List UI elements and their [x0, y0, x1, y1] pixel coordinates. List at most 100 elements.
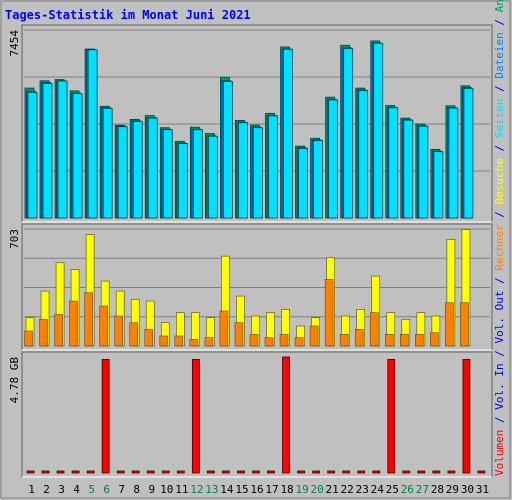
bar-rechner-day-1 — [24, 330, 33, 347]
right-legend: Volumen / Vol. In / Vol. Out / Rechner /… — [493, 0, 506, 476]
x-tick-day-21: 21 — [326, 483, 339, 496]
bar-volumen-day-10 — [161, 470, 170, 474]
legend-item-11: / — [493, 85, 506, 98]
x-tick-day-29: 29 — [446, 483, 459, 496]
bar-volumen-day-11 — [176, 470, 185, 474]
x-tick-day-27: 27 — [416, 483, 429, 496]
x-tick-day-19: 19 — [295, 483, 308, 496]
bar-rechner-day-29 — [445, 302, 454, 347]
panel-bottom-max-label: 4.78 GB — [8, 357, 21, 404]
bar-rechner-day-20 — [309, 325, 319, 347]
x-tick-day-4: 4 — [73, 483, 80, 496]
bar-volumen-day-18 — [282, 356, 290, 474]
bar-volumen-day-5 — [86, 470, 95, 474]
x-tick-day-5: 5 — [88, 483, 95, 496]
bar-volumen-day-15 — [237, 470, 245, 474]
bar-volumen-day-3 — [56, 470, 65, 474]
x-tick-day-8: 8 — [133, 483, 140, 496]
legend-item-4: Vol. Out — [493, 291, 506, 351]
bar-seiten-day-25 — [388, 107, 399, 219]
panel-middle-max-label: 703 — [8, 229, 21, 249]
x-tick-day-11: 11 — [175, 483, 188, 496]
x-tick-day-1: 1 — [28, 483, 35, 496]
x-tick-day-28: 28 — [431, 483, 444, 496]
bar-seiten-day-18 — [283, 48, 293, 219]
bar-rechner-day-28 — [430, 332, 439, 347]
x-tick-day-17: 17 — [265, 483, 278, 496]
x-tick-day-12: 12 — [190, 483, 203, 496]
bar-seiten-day-17 — [268, 115, 278, 219]
bar-rechner-day-7 — [114, 315, 123, 347]
x-tick-day-9: 9 — [148, 483, 155, 496]
bar-volumen-day-7 — [116, 470, 125, 474]
bar-volumen-day-14 — [222, 470, 230, 474]
bar-rechner-day-30 — [460, 302, 469, 347]
x-tick-day-2: 2 — [43, 483, 50, 496]
bar-seiten-day-30 — [463, 87, 474, 219]
x-axis-tick-labels: 1 2 3 4 5 6 7 8 9 10 11 12 13 14 15 16 17 18 19 20 21 22 23 24 2… — [28, 483, 489, 496]
bar-volumen-day-16 — [252, 470, 260, 474]
bar-volumen-day-4 — [71, 470, 80, 474]
bar-rechner-day-14 — [219, 310, 229, 347]
legend-text: Volumen / Vol. In / Vol. Out / Rechner /… — [493, 0, 506, 476]
bar-rechner-day-6 — [99, 305, 108, 347]
bar-rechner-day-5 — [84, 292, 93, 347]
bar-volumen-day-28 — [432, 470, 441, 474]
bar-seiten-day-27 — [418, 125, 429, 219]
bar-rechner-day-8 — [129, 322, 139, 347]
bar-seiten-day-15 — [238, 122, 248, 219]
bar-volumen-day-21 — [327, 470, 336, 474]
bar-volumen-day-1 — [26, 470, 35, 474]
bar-seiten-day-13 — [207, 135, 218, 219]
bar-seiten-day-14 — [223, 81, 233, 219]
legend-item-2: Vol. In — [493, 363, 506, 416]
x-tick-day-15: 15 — [235, 483, 248, 496]
bar-volumen-day-23 — [357, 470, 366, 474]
x-tick-day-25: 25 — [386, 483, 399, 496]
x-tick-day-6: 6 — [103, 483, 110, 496]
x-tick-day-10: 10 — [160, 483, 173, 496]
bar-seiten-day-10 — [162, 129, 173, 219]
bar-volumen-day-24 — [372, 470, 381, 474]
bar-rechner-day-21 — [324, 279, 334, 347]
bar-volumen-day-13 — [206, 470, 215, 474]
bar-rechner-day-9 — [144, 329, 154, 347]
legend-item-8: Besuche — [493, 158, 506, 211]
bar-seiten-day-8 — [132, 121, 143, 219]
bars-layer — [24, 40, 486, 474]
legend-item-0: Volumen — [493, 430, 506, 476]
bar-seiten-day-28 — [433, 151, 444, 219]
bar-rechner-day-15 — [234, 322, 244, 347]
y-axis-labels: 7454 703 4.78 GB — [8, 30, 21, 404]
bar-volumen-day-29 — [447, 470, 456, 474]
x-tick-day-24: 24 — [371, 483, 385, 496]
bar-volumen-day-20 — [312, 470, 321, 474]
bar-rechner-day-2 — [39, 319, 48, 347]
legend-item-1: / — [493, 416, 506, 429]
legend-item-5: / — [493, 277, 506, 290]
bar-seiten-day-1 — [27, 91, 38, 219]
bar-volumen-day-27 — [417, 470, 426, 474]
bar-rechner-day-24 — [369, 312, 379, 347]
x-tick-day-20: 20 — [311, 483, 324, 496]
bar-rechner-day-23 — [354, 329, 364, 347]
bar-volumen-day-30 — [462, 359, 471, 474]
legend-item-14: Anfragen — [493, 0, 506, 19]
x-tick-day-18: 18 — [280, 483, 293, 496]
bar-seiten-day-20 — [313, 140, 324, 219]
bar-rechner-day-27 — [415, 334, 424, 347]
bar-seiten-day-2 — [42, 83, 53, 219]
bar-rechner-day-3 — [54, 314, 63, 347]
x-tick-day-22: 22 — [341, 483, 354, 496]
chart-title: Tages-Statistik im Monat Juni 2021 — [5, 8, 251, 22]
bar-volumen-day-8 — [131, 470, 140, 474]
x-tick-day-14: 14 — [220, 483, 234, 496]
bar-volumen-day-19 — [297, 470, 305, 474]
legend-item-9: / — [493, 145, 506, 158]
bar-seiten-day-4 — [72, 93, 83, 219]
bar-volumen-day-31 — [477, 470, 486, 474]
panel-bottom-border — [21, 351, 493, 478]
bar-rechner-day-22 — [339, 334, 349, 347]
